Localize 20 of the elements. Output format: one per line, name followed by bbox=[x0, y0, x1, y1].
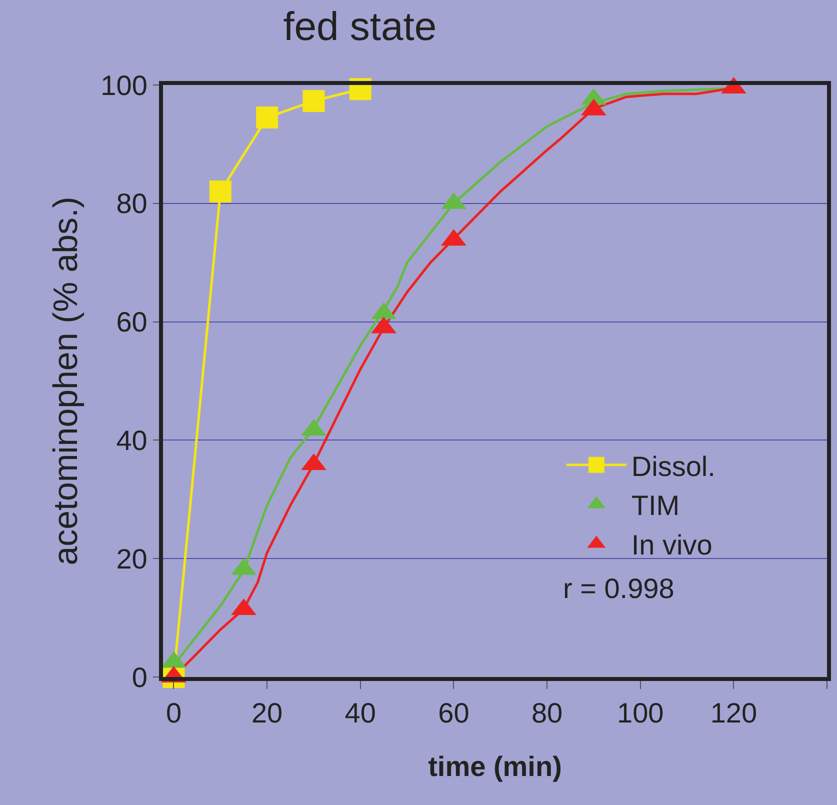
y-tick-label: 40 bbox=[116, 425, 148, 456]
y-tick-label: 0 bbox=[132, 662, 148, 693]
y-tick-label: 80 bbox=[116, 188, 148, 220]
x-tick-label: 20 bbox=[251, 698, 283, 729]
x-tick-label: 80 bbox=[531, 698, 563, 729]
x-tick-label: 100 bbox=[616, 698, 664, 729]
x-axis-title: time (min) bbox=[428, 751, 562, 782]
legend-label: TIM bbox=[631, 490, 680, 522]
x-tick-label: 60 bbox=[438, 698, 470, 729]
y-tick-label: 60 bbox=[116, 306, 148, 338]
legend-label: Dissol. bbox=[631, 450, 716, 482]
annotation: r = 0.998 bbox=[563, 573, 674, 604]
chart-title: fed state bbox=[283, 5, 437, 50]
x-tick-label: 40 bbox=[344, 698, 376, 729]
y-tick-label: 100 bbox=[100, 70, 148, 101]
legend-label: In vivo bbox=[631, 530, 712, 561]
y-axis-title: acetominophen (% abs.) bbox=[46, 196, 85, 566]
x-tick-label: 0 bbox=[166, 698, 182, 729]
x-tick-label: 120 bbox=[710, 698, 758, 729]
y-tick-label: 20 bbox=[116, 543, 148, 574]
